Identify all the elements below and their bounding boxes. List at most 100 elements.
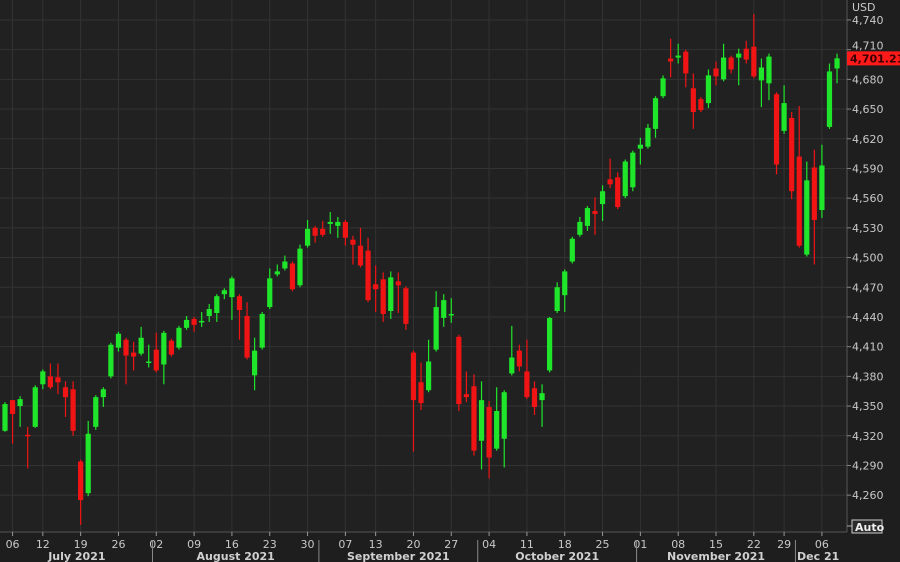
candle-2021-09-23	[433, 291, 439, 352]
candle-2021-09-13	[373, 265, 379, 313]
date-tick-label: 26	[111, 538, 125, 551]
candle-body	[539, 393, 545, 401]
candle-2021-12-07	[826, 63, 833, 129]
price-axis[interactable]: 4,260 4,290 4,320 4,350 4,380 4,410 4,440 4,470…	[847, 14, 884, 502]
candle-body	[766, 56, 772, 84]
date-tick-label: 04	[482, 538, 496, 551]
candle-2021-10-27	[615, 172, 621, 210]
candle-body	[259, 313, 265, 348]
date-tick-label: 15	[709, 538, 723, 551]
candle-2021-07-21	[93, 395, 99, 430]
candle-2021-10-06	[501, 390, 507, 468]
candle-body	[562, 271, 568, 296]
candle-2021-08-13	[221, 288, 227, 300]
plot-area[interactable]	[0, 0, 847, 532]
candle-body	[115, 333, 122, 348]
date-tick-label: 12	[36, 538, 50, 551]
auto-scale-button[interactable]: Auto	[847, 519, 885, 534]
candle-body	[615, 177, 621, 208]
candle-body	[751, 46, 757, 77]
candle-body	[758, 67, 764, 81]
candle-2021-08-23	[267, 268, 273, 310]
candle-2021-09-15	[388, 271, 394, 319]
candle-2021-10-01	[478, 381, 485, 470]
candle-2021-10-25	[599, 185, 606, 221]
candle-body	[320, 228, 326, 235]
candle-2021-12-02	[804, 161, 810, 257]
candle-2021-11-01	[637, 137, 643, 165]
candle-2021-09-22	[425, 339, 432, 393]
candle-body	[40, 371, 46, 385]
candle-body	[410, 352, 417, 401]
candle-2021-07-19	[78, 459, 84, 525]
date-tick-label: 09	[187, 538, 201, 551]
candle-2021-09-17	[403, 286, 409, 330]
candle-2021-07-22	[100, 387, 106, 408]
candle-body	[138, 337, 144, 354]
candle-2021-09-16	[395, 272, 401, 313]
candle-2021-07-02	[2, 402, 8, 432]
candle-body	[569, 238, 575, 262]
candle-2021-09-20	[410, 350, 417, 452]
candle-body	[607, 179, 613, 185]
candle-body	[531, 388, 538, 408]
candle-2021-08-03	[161, 330, 167, 385]
candle-body	[705, 75, 712, 104]
candle-body	[365, 250, 371, 301]
candle-body	[637, 144, 643, 149]
candle-body	[554, 287, 560, 312]
candle-body	[622, 161, 628, 197]
last-price-label: 4,701.21	[850, 52, 900, 65]
candle-2021-10-22	[592, 197, 598, 235]
candle-body	[418, 382, 424, 404]
candle-body	[17, 399, 23, 407]
candle-2021-07-14	[55, 363, 61, 395]
date-tick-label: 07	[338, 538, 352, 551]
candle-2021-09-29	[463, 371, 470, 403]
date-tick-label: 30	[301, 538, 315, 551]
candle-2021-08-06	[183, 315, 190, 330]
candle-body	[47, 376, 53, 388]
candle-body	[304, 228, 311, 246]
price-tick-label: 4,680	[852, 73, 884, 86]
candle-body	[229, 278, 235, 298]
candle-body	[199, 320, 205, 323]
time-axis[interactable]: 06 12 19 26 02 09 16 23 30 07 13 20 27 04 11 18 25 01 08 15…	[6, 532, 840, 562]
candle-body	[267, 278, 273, 308]
candle-body	[728, 57, 734, 70]
date-tick-label: 13	[369, 538, 383, 551]
month-label: July 2021	[47, 550, 105, 562]
candle-2021-09-02	[327, 212, 333, 234]
candle-body	[335, 221, 341, 226]
candle-body	[161, 332, 167, 365]
candle-2021-07-26	[115, 331, 122, 352]
candle-2021-11-04	[660, 75, 666, 99]
auto-button-label[interactable]: Auto	[855, 521, 885, 534]
candle-2021-07-07	[17, 396, 23, 427]
candle-body	[486, 407, 492, 458]
candle-2021-08-27	[297, 244, 303, 288]
candle-body	[463, 394, 470, 398]
candle-2021-12-08	[834, 53, 840, 84]
candle-body	[176, 327, 182, 348]
date-tick-label: 23	[263, 538, 277, 551]
date-tick-label: 08	[671, 538, 685, 551]
candle-body	[524, 371, 530, 398]
candle-2021-07-08	[25, 426, 31, 469]
date-tick-label: 06	[6, 538, 20, 551]
price-tick-label: 4,260	[852, 489, 884, 502]
candle-2021-09-24	[441, 294, 447, 327]
candle-2021-07-09	[32, 385, 38, 428]
candle-2021-12-06	[819, 144, 825, 218]
candle-body	[494, 411, 500, 449]
auto-button-frame[interactable]	[851, 519, 883, 534]
candle-body	[713, 68, 719, 77]
candle-body	[373, 284, 379, 290]
candle-2021-09-08	[350, 235, 356, 265]
candle-body	[501, 392, 507, 439]
candle-2021-10-13	[539, 384, 545, 427]
candle-2021-11-17	[728, 55, 734, 74]
candle-2021-11-19	[743, 40, 749, 64]
candle-2021-10-07	[509, 325, 515, 376]
price-tick-label: 4,410	[852, 341, 884, 354]
